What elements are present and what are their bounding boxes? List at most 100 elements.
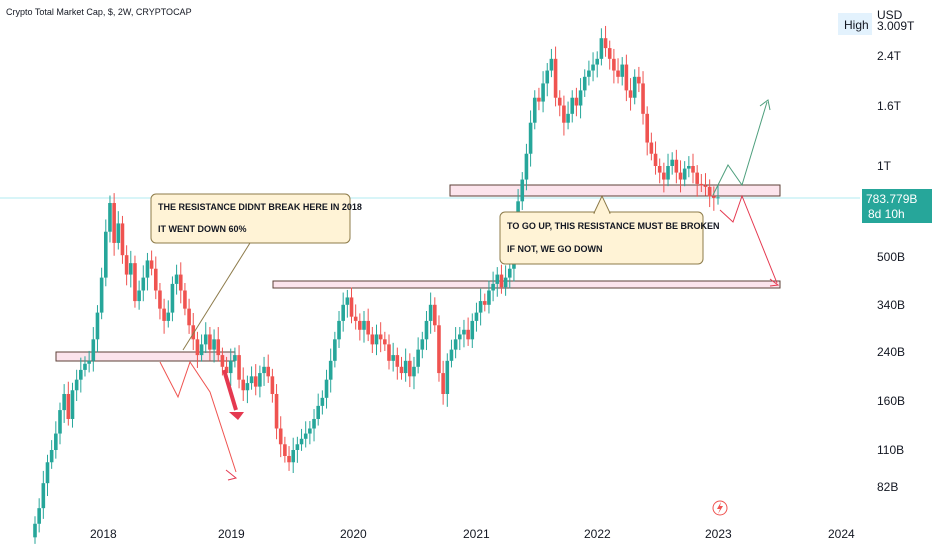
candle-body [212,339,216,350]
symbol-title: Crypto Total Market Cap, $, 2W, CRYPTOCA… [6,7,192,17]
candle-body [358,320,362,330]
candle-body [603,38,608,49]
candle-body [433,304,437,326]
candle-body [341,304,345,321]
candle-body [495,274,500,284]
candle-body [328,360,333,380]
candle-body [191,325,196,340]
candle-body [220,355,225,367]
price-label-110b: 110B [877,443,904,457]
candle-body [178,274,183,291]
currency-label: USD [877,8,903,22]
candle-body [95,312,100,340]
candle-body [203,334,208,345]
candle-body [112,203,116,243]
candle-body [424,320,429,340]
candle-body [707,186,712,197]
candle-body [595,58,600,65]
candle-body [249,376,254,384]
candle-body [553,58,558,98]
price-label-340b: 340B [877,298,905,312]
candle-body [87,360,91,364]
price-axis[interactable]: USD 3.009T High 2.4T 1.6T 1T 500B 340B 2… [838,8,932,494]
candle-body [582,76,587,91]
resistance-zone-lower[interactable] [272,280,781,289]
candle-body [491,283,495,291]
note-2022-box [499,211,704,265]
time-label-2024: 2024 [828,527,855,541]
candle-body [649,142,654,154]
candle-body [66,393,71,419]
note-2022[interactable]: TO GO UP, THIS RESISTANCE MUST BE BROKEN… [499,194,720,265]
candle-body [174,274,179,284]
candle-body [362,320,366,330]
candle-body [399,366,404,374]
resistance-zone-2018[interactable] [55,351,236,362]
drop-arrow-2018-shaft [222,369,238,411]
candle-body [58,410,62,434]
candle-body [49,450,54,463]
candle-body [474,312,479,321]
candle-body [45,462,50,484]
note-2018-pointer [182,242,251,351]
candle-body [308,428,312,434]
high-button-bg[interactable] [838,13,872,35]
candle-body [116,223,121,243]
note-2022-pointer [593,194,611,214]
candle-body [141,277,146,291]
candle-body [620,64,625,77]
candle-body [195,339,200,356]
candle-body [716,197,720,199]
candle-body [403,360,408,374]
candle-body [557,97,562,106]
candle-body [374,334,379,345]
candle-body [278,428,283,445]
candle-body [120,223,125,256]
candle-body [145,260,150,278]
down-projection-arrowhead [769,278,780,287]
candle-body [283,444,287,456]
candle-body [153,268,158,291]
candle-body [470,320,475,340]
candle-body [587,70,591,77]
candle-body [612,58,616,71]
candle-body [224,366,229,374]
candle-body [237,355,241,380]
candle-body [607,48,612,59]
candle-body [62,393,66,411]
candle-body [324,379,329,398]
note-2018-line2: IT WENT DOWN 60% [158,224,247,234]
drop-arrow-2018-head [229,412,244,420]
candle-body [641,83,645,114]
up-projection-path [712,101,768,196]
time-axis[interactable]: 2018 2019 2020 2021 2022 2023 2024 [90,527,855,541]
high-button[interactable]: High [844,18,869,32]
candle-body [54,433,58,450]
price-label-82b: 82B [877,480,898,494]
candle-body [712,196,716,198]
candle-body [599,38,604,59]
candle-body [699,183,704,186]
candle-body [266,366,271,377]
candle-body [537,97,541,102]
event-marker[interactable] [712,500,728,516]
candle-body [466,329,470,340]
candle-body [316,405,320,419]
candle-body [270,376,275,394]
candle-body [591,64,595,71]
down-projection-path [719,194,778,284]
candle-body [353,316,358,321]
candle-body [378,334,383,340]
candle-body [449,349,454,361]
up-projection-arrowhead [759,99,771,111]
candle-body [337,320,341,340]
resistance-zone-top[interactable] [449,184,781,197]
time-label-2020: 2020 [340,527,367,541]
candle-body [545,70,550,84]
candle-body [507,268,512,278]
candle-body [91,339,96,361]
candle-body [408,360,412,377]
note-2018[interactable]: THE RESISTANCE DIDNT BREAK HERE IN 2018 … [150,193,362,351]
candle-body [420,339,425,350]
